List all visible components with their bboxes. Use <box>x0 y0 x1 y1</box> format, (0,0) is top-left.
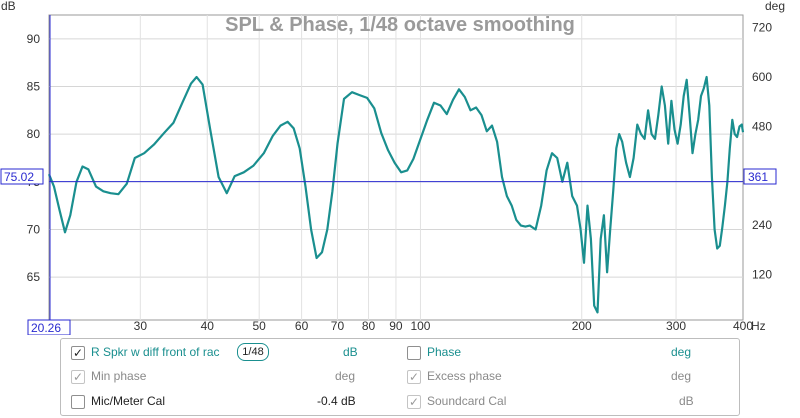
excess-phase-unit: deg <box>671 369 692 383</box>
legend-row-spl: ✓ R Spkr w diff front of rac 1/48 dB Pha… <box>61 341 739 365</box>
cursor-left-readout: 75.02 <box>0 168 44 185</box>
soundcard-cal-unit: dB <box>679 394 694 408</box>
svg-text:20.26: 20.26 <box>31 321 61 335</box>
excess-phase-checkbox[interactable]: ✓ <box>407 370 421 384</box>
right-tick-label: 720 <box>752 20 772 34</box>
spl-checkbox[interactable]: ✓ <box>71 346 85 360</box>
left-axis-ticks: 908580757065 <box>27 32 41 284</box>
mic-cal-checkbox[interactable] <box>71 395 85 409</box>
right-tick-label: 480 <box>752 119 772 133</box>
spl-series-line <box>47 75 745 314</box>
left-tick-label: 70 <box>27 222 41 236</box>
x-tick-label: 300 <box>666 319 686 333</box>
x-tick-label: 50 <box>253 319 267 333</box>
min-phase-label: Min phase <box>91 369 147 383</box>
cursor-right-readout: 361 <box>743 168 777 185</box>
soundcard-cal-label: Soundcard Cal <box>427 394 507 408</box>
cursor-x-readout: 20.26 <box>27 319 71 335</box>
left-tick-label: 65 <box>27 270 41 284</box>
left-tick-label: 90 <box>27 32 41 46</box>
spl-series-label: R Spkr w diff front of rac <box>91 345 220 359</box>
mic-cal-value: -0.4 dB <box>317 394 356 408</box>
x-axis-ticks: 30 40 50 60 70 80 90 100 200 300 400 <box>134 319 754 333</box>
right-axis-unit: deg <box>765 0 785 13</box>
legend-row-min-phase: ✓ Min phase deg ✓ Excess phase deg <box>61 365 739 389</box>
right-tick-label: 240 <box>752 218 772 232</box>
right-tick-label: 120 <box>752 268 772 282</box>
phase-checkbox[interactable] <box>407 346 421 360</box>
mic-cal-label: Mic/Meter Cal <box>91 394 166 408</box>
left-axis-unit: dB <box>1 0 16 13</box>
x-tick-label: 200 <box>572 319 592 333</box>
x-tick-label: 40 <box>201 319 215 333</box>
x-tick-label: 90 <box>389 319 403 333</box>
right-axis-ticks: 720600480360240120 <box>752 20 772 281</box>
legend-row-mic-cal: Mic/Meter Cal -0.4 dB ✓ Soundcard Cal dB <box>61 390 739 414</box>
x-tick-label: 30 <box>134 319 148 333</box>
x-tick-label: 60 <box>295 319 309 333</box>
x-tick-label: 80 <box>362 319 376 333</box>
phase-unit: deg <box>671 345 692 359</box>
x-axis-unit: Hz <box>751 319 766 333</box>
legend-panel: ✓ R Spkr w diff front of rac 1/48 dB Pha… <box>60 338 740 416</box>
spl-phase-chart[interactable]: dB deg SPL & Phase, 1/48 octave smoothin… <box>0 0 800 335</box>
svg-text:75.02: 75.02 <box>4 170 34 184</box>
chart-title: SPL & Phase, 1/48 octave smoothing <box>225 14 575 36</box>
svg-text:361: 361 <box>748 170 768 184</box>
min-phase-checkbox[interactable]: ✓ <box>71 370 85 384</box>
spl-unit: dB <box>343 345 358 359</box>
x-tick-label: 100 <box>410 319 430 333</box>
soundcard-cal-checkbox[interactable]: ✓ <box>407 395 421 409</box>
left-tick-label: 80 <box>27 127 41 141</box>
x-tick-label: 70 <box>331 319 345 333</box>
min-phase-unit: deg <box>335 369 356 383</box>
phase-label: Phase <box>427 345 462 359</box>
left-tick-label: 85 <box>27 79 41 93</box>
x-tick-label: 400 <box>733 319 753 333</box>
right-tick-label: 600 <box>752 70 772 84</box>
smoothing-badge[interactable]: 1/48 <box>237 343 269 361</box>
excess-phase-label: Excess phase <box>427 369 502 383</box>
